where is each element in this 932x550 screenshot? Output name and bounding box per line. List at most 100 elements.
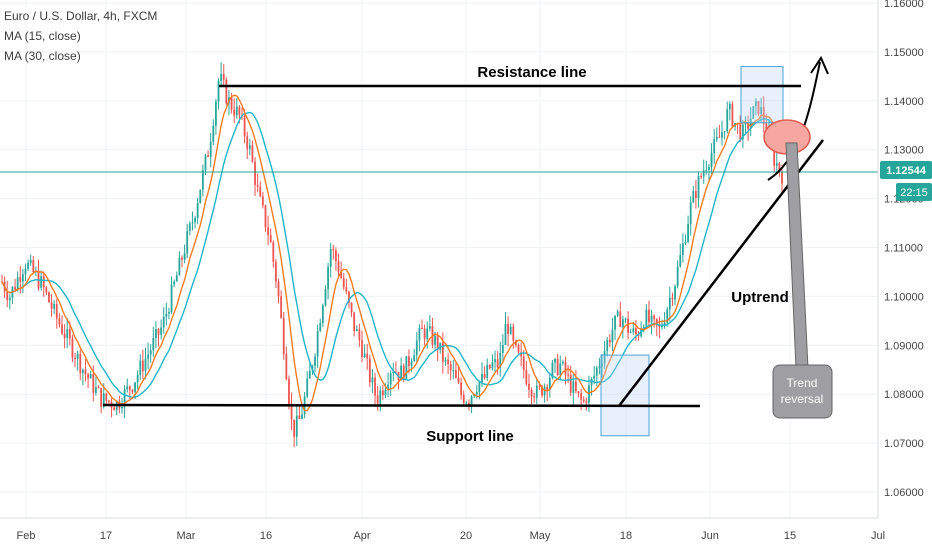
candle-body <box>58 318 61 325</box>
candle-body <box>700 175 703 177</box>
candle-body <box>61 324 63 334</box>
candle-body <box>290 404 293 420</box>
candle-body <box>760 107 763 115</box>
candle-body <box>45 287 48 293</box>
candle-body <box>551 362 554 378</box>
candle-body <box>165 313 168 317</box>
candle-body <box>207 155 209 157</box>
candle-body <box>509 326 512 335</box>
candle-body <box>559 363 562 375</box>
candle-body <box>642 326 645 329</box>
candle-body <box>95 387 97 393</box>
candle-body <box>92 374 95 393</box>
support-line[interactable] <box>102 403 701 408</box>
candle-body <box>131 389 134 392</box>
candle-body <box>358 329 361 341</box>
candle-body <box>188 223 191 232</box>
candle-body <box>363 353 366 358</box>
candle-body <box>8 297 11 300</box>
candle-body <box>715 136 718 140</box>
candle-body <box>481 374 483 383</box>
candle-body <box>293 419 296 437</box>
candle-body <box>123 389 126 407</box>
candle-body <box>577 391 580 394</box>
candle-body <box>744 122 747 125</box>
candle-body <box>468 402 470 405</box>
candle-body <box>248 145 251 149</box>
candle-body <box>19 277 22 282</box>
time-axis[interactable]: Feb 17 Mar 16 Apr 20 May 18 Jun 15 Jul <box>17 530 886 542</box>
candle-body <box>661 326 663 328</box>
candle-body <box>222 73 225 80</box>
price-axis[interactable]: 1.160001.150001.140001.130001.120001.110… <box>884 0 924 499</box>
time-tick-label: 15 <box>784 530 796 542</box>
candle-body <box>488 364 491 369</box>
candle-body <box>144 358 147 371</box>
candle-body <box>136 374 139 383</box>
bar-countdown-value: 22:15 <box>900 187 928 199</box>
candle-body <box>674 286 676 300</box>
candle-body <box>113 407 116 411</box>
candle-body <box>418 327 421 341</box>
candle-body <box>747 122 749 129</box>
candle-body <box>538 385 541 387</box>
candle-body <box>209 141 212 157</box>
candle-body <box>126 386 129 390</box>
candle-body <box>731 104 734 127</box>
candle-body <box>543 386 546 396</box>
candle-body <box>259 186 262 197</box>
candle-body <box>603 351 606 364</box>
candle-body <box>329 249 332 267</box>
price-tick-label: 1.14000 <box>884 96 924 108</box>
candle-body <box>415 340 418 356</box>
candle-body <box>37 270 40 288</box>
candle-body <box>522 356 525 370</box>
time-tick-label: Apr <box>353 530 370 542</box>
breakout-arrow-head <box>810 55 829 75</box>
support-label: Support line <box>426 428 514 445</box>
candle-body <box>721 132 723 138</box>
candle-body <box>280 296 283 318</box>
candle-body <box>535 385 538 398</box>
candle-body <box>267 227 269 236</box>
candle-body <box>186 231 189 254</box>
candle-body <box>520 352 523 357</box>
candle-body <box>196 203 199 218</box>
trend-reversal-label-1: Trend <box>787 376 818 390</box>
current-price-tag <box>880 161 932 179</box>
candle-body <box>285 354 288 380</box>
candle-body <box>460 382 463 395</box>
candle-body <box>681 243 684 256</box>
candle-body <box>423 328 426 340</box>
candle-body <box>381 390 384 396</box>
candle-body <box>181 257 183 260</box>
price-tick-label: 1.07000 <box>884 438 924 450</box>
ma-15-legend[interactable]: MA (15, close) <box>4 29 81 43</box>
candle-body <box>655 318 658 326</box>
candle-body <box>215 101 217 126</box>
candle-body <box>421 327 423 329</box>
symbol-title[interactable]: Euro / U.S. Dollar, 4h, FXCM <box>4 9 158 23</box>
time-tick-label: Feb <box>17 530 36 542</box>
ma-30-legend[interactable]: MA (30, close) <box>4 49 81 63</box>
candle-body <box>679 255 682 267</box>
candle-body <box>68 329 71 339</box>
candle-body <box>319 323 322 332</box>
candle-body <box>102 393 105 407</box>
trend-reversal-callout[interactable] <box>772 364 833 419</box>
candle-body <box>653 315 656 319</box>
time-tick-label: Mar <box>177 530 196 542</box>
price-tick-label: 1.06000 <box>884 487 924 499</box>
candle-body <box>616 311 619 316</box>
candle-body <box>410 361 413 366</box>
candle-body <box>217 80 220 102</box>
price-tick-label: 1.16000 <box>884 0 924 10</box>
candle-body <box>405 356 408 379</box>
candle-body <box>141 360 144 371</box>
candle-body <box>395 371 397 373</box>
price-tick-label: 1.10000 <box>884 291 924 303</box>
candle-body <box>335 250 337 262</box>
candle-body <box>149 350 152 355</box>
